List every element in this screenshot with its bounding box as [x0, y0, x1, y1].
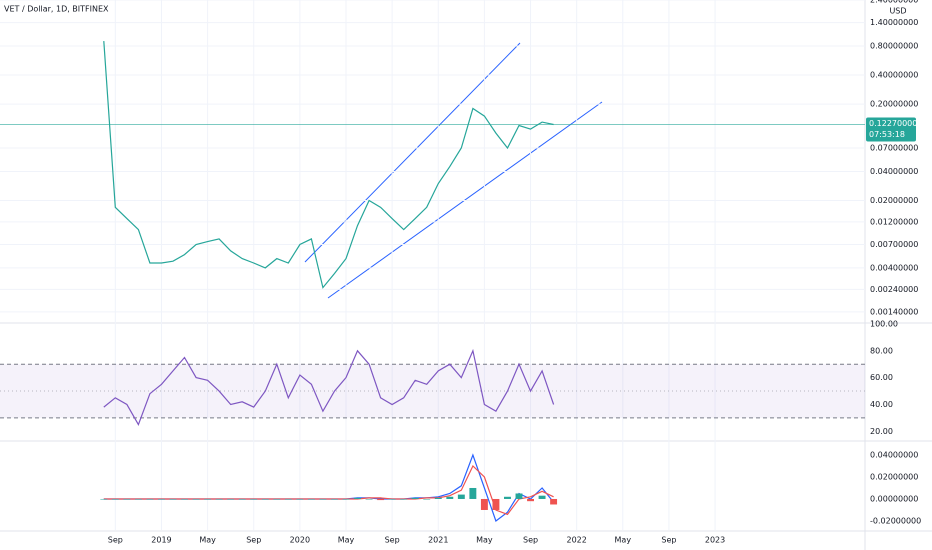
histogram-bar — [365, 498, 373, 500]
x-tick-label: May — [476, 536, 493, 545]
y-tick-label: 0.20000000 — [870, 100, 918, 109]
y-tick-label: 0.80000000 — [870, 42, 918, 51]
x-tick-label: Sep — [246, 536, 261, 545]
x-tick-label: Sep — [385, 536, 400, 545]
histogram-bar — [227, 498, 235, 500]
histogram-bar — [515, 493, 523, 499]
histogram-bar — [423, 498, 431, 500]
histogram-bar — [331, 498, 338, 500]
histogram-bar — [527, 498, 534, 502]
histogram-bar — [504, 496, 511, 499]
y-tick-label: 0.00000000 — [870, 494, 918, 503]
y-tick-label: -0.02000000 — [870, 516, 921, 525]
histogram-bar — [388, 498, 396, 500]
series-line — [103, 464, 554, 516]
histogram-bar — [169, 498, 177, 500]
x-tick-label: 2019 — [151, 536, 171, 545]
histogram-bar — [204, 498, 212, 500]
histogram-bar — [296, 498, 304, 500]
y-tick-label: 2.40000000 — [870, 0, 918, 5]
y-tick-label: 60.00 — [870, 373, 893, 382]
unit-label: USD — [889, 7, 906, 16]
y-tick-label: 0.01200000 — [870, 217, 918, 226]
histogram-bar — [100, 498, 108, 500]
x-tick-label: Sep — [108, 536, 123, 545]
x-tick-label: May — [615, 536, 632, 545]
histogram-bar — [123, 498, 131, 500]
histogram-bar — [134, 498, 142, 500]
histogram-bar — [492, 498, 500, 510]
y-tick-label: 80.00 — [870, 346, 893, 355]
x-tick-label: 2022 — [566, 536, 586, 545]
last-price-badge — [866, 117, 916, 142]
histogram-bar — [111, 498, 119, 500]
histogram-bar — [215, 498, 223, 500]
y-tick-label: 40.00 — [870, 400, 893, 409]
x-tick-label: Sep — [661, 536, 676, 545]
y-tick-label: 20.00 — [870, 427, 893, 436]
histogram-bar — [261, 498, 269, 500]
histogram-bar — [284, 498, 292, 500]
y-tick-label: 0.02000000 — [870, 196, 918, 205]
histogram-bar — [238, 498, 246, 500]
y-tick-label: 0.07000000 — [870, 144, 918, 153]
series-line — [103, 348, 555, 427]
histogram-bar — [342, 498, 350, 500]
histogram-bar — [480, 498, 488, 510]
histogram-bar — [446, 496, 454, 499]
histogram-bar — [550, 498, 558, 505]
y-tick-label: 0.04000000 — [870, 167, 918, 176]
histogram-bar — [158, 498, 165, 500]
x-tick-label: Sep — [523, 536, 538, 545]
histogram-bar — [250, 498, 258, 500]
histogram-bar — [538, 495, 546, 499]
x-tick-label: May — [338, 536, 355, 545]
histogram-bar — [457, 494, 465, 499]
series-line — [103, 41, 554, 289]
x-tick-label: 2020 — [290, 536, 310, 545]
histogram-bar — [469, 487, 477, 499]
countdown-label: 07:53:18 — [869, 130, 905, 139]
histogram-bar — [434, 497, 442, 499]
y-tick-label: 0.00700000 — [870, 240, 918, 249]
x-tick-label: 2021 — [428, 536, 448, 545]
trend-line — [327, 101, 603, 299]
histogram-bar — [319, 498, 327, 500]
x-tick-label: May — [199, 536, 216, 545]
histogram-bar — [181, 498, 188, 500]
y-tick-label: 0.00240000 — [870, 285, 918, 294]
histogram-bar — [192, 498, 200, 500]
histogram-bar — [354, 497, 361, 499]
histogram-bar — [146, 498, 154, 500]
histogram-bar — [377, 498, 385, 501]
histogram-bar — [411, 497, 419, 499]
y-tick-label: 0.04000000 — [870, 450, 918, 459]
y-tick-label: 1.40000000 — [870, 18, 918, 27]
histogram-bar — [273, 498, 281, 500]
y-tick-label: 100.00 — [870, 320, 898, 329]
y-tick-label: 0.02000000 — [870, 472, 918, 481]
histogram-bar — [307, 498, 315, 500]
y-tick-label: 0.00140000 — [870, 307, 918, 316]
x-tick-label: 2023 — [705, 536, 725, 545]
chart-title: VET / Dollar, 1D, BITFINEX — [4, 5, 109, 14]
y-tick-label: 0.40000000 — [870, 71, 918, 80]
last-price-label: 0.12270000 — [869, 119, 917, 128]
y-tick-label: 0.00400000 — [870, 263, 918, 272]
histogram-bar — [400, 498, 408, 500]
